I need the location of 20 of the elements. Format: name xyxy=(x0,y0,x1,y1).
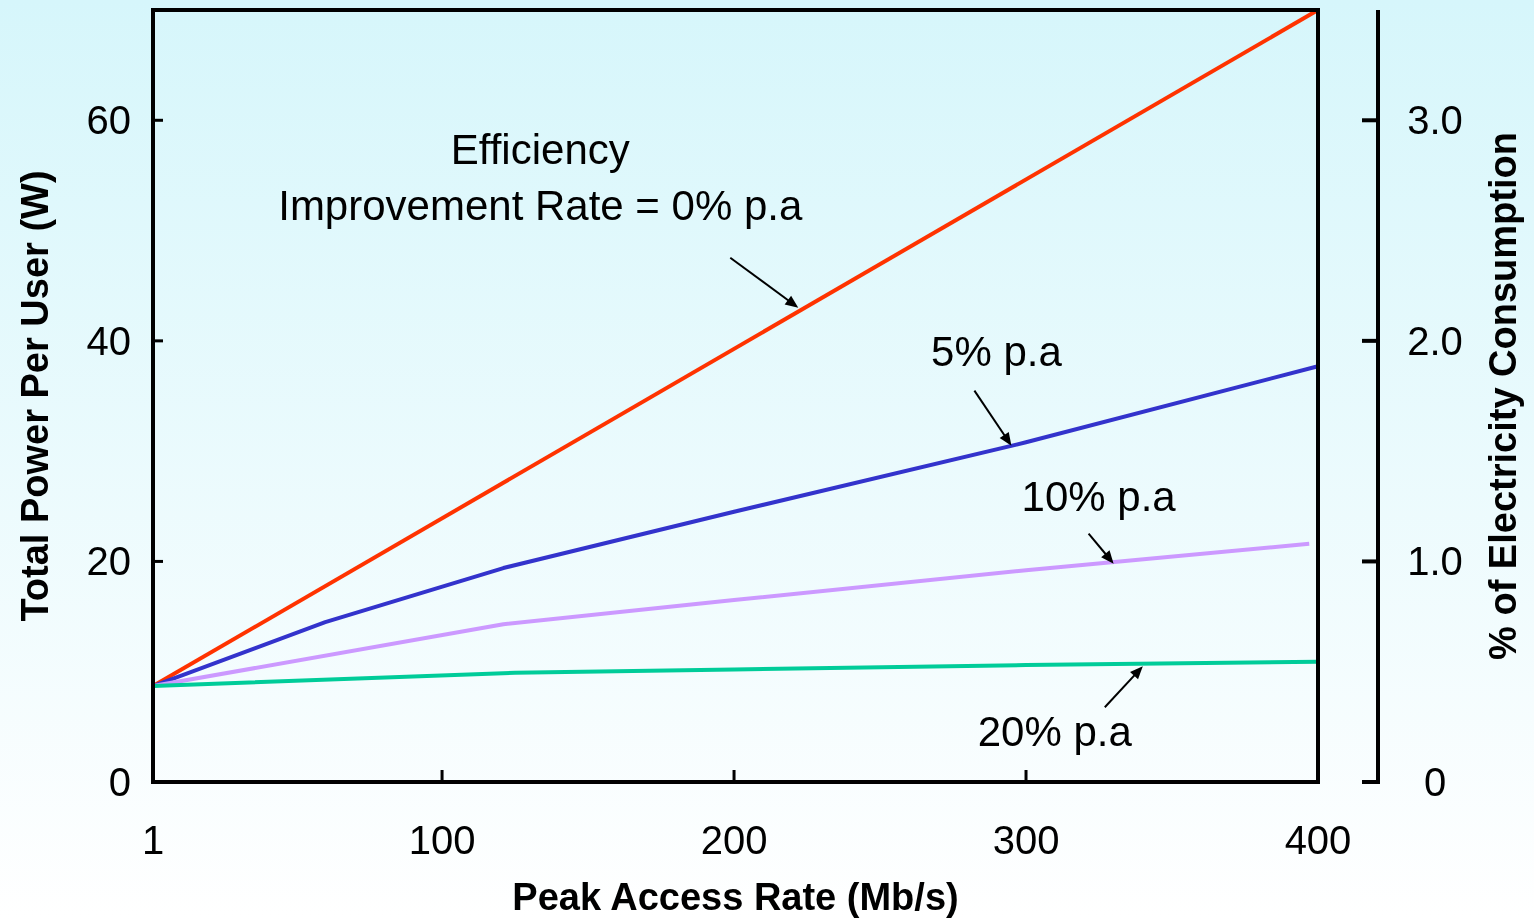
annotation: 10% p.a xyxy=(1021,472,1177,520)
x-tick-label: 200 xyxy=(700,818,768,862)
y-tick-label: 20 xyxy=(86,539,131,584)
y2-tick-label: 1.0 xyxy=(1407,539,1463,584)
y-tick-label: 60 xyxy=(86,98,131,143)
y2-tick-label: 2.0 xyxy=(1407,318,1463,363)
x-tick-label: 400 xyxy=(1284,818,1352,862)
y2-tick-label: 3.0 xyxy=(1407,98,1463,143)
y2-axis-title: % of Electricity Consumption xyxy=(1482,132,1524,660)
x-tick-label: 100 xyxy=(408,818,476,862)
annotation: 5% p.a xyxy=(931,327,1063,375)
y2-tick-label: 0 xyxy=(1423,760,1447,804)
x-tick-label: 1 xyxy=(141,818,165,862)
annotation: Efficiency Improvement Rate = 0% p.a xyxy=(278,125,803,229)
y-axis-title: Total Power Per User (W) xyxy=(14,170,56,622)
x-axis-title: Peak Access Rate (Mb/s) xyxy=(512,876,959,918)
annotation: 20% p.a xyxy=(977,708,1133,756)
x-tick-label: 300 xyxy=(992,818,1060,862)
y-tick-label: 0 xyxy=(108,760,131,804)
y-tick-label: 40 xyxy=(86,318,131,363)
